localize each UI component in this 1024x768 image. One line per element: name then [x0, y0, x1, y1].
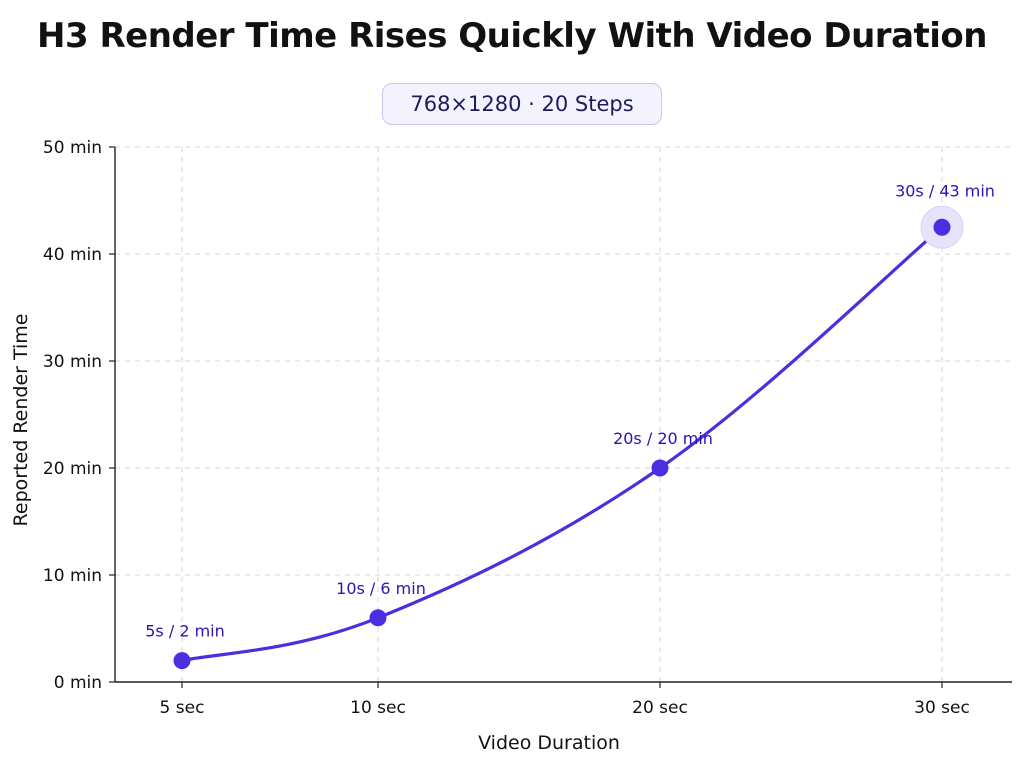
axes: [109, 146, 1012, 688]
y-tick-label: 50 min: [43, 138, 102, 158]
y-tick-label: 0 min: [54, 673, 102, 693]
data-point: [173, 652, 191, 670]
point-labels: 5s / 2 min 10s / 6 min 20s / 20 min 30s / 4…: [145, 181, 995, 640]
y-axis-title: Reported Render Time: [10, 314, 32, 527]
chart-subtitle-badge: 768×1280 · 20 Steps: [382, 83, 662, 125]
y-tick-label: 40 min: [43, 245, 102, 265]
series-line: [180, 225, 944, 663]
y-tick-label: 20 min: [43, 459, 102, 479]
data-point: [369, 609, 387, 627]
series: [173, 205, 964, 670]
x-tick-label: 5 sec: [160, 698, 205, 718]
chart-title: H3 Render Time Rises Quickly With Video …: [37, 16, 987, 56]
data-label: 5s / 2 min: [145, 622, 225, 641]
data-label: 30s / 43 min: [895, 181, 995, 200]
x-tick-label: 10 sec: [350, 698, 406, 718]
x-tick-label: 20 sec: [632, 698, 688, 718]
x-axis-title: Video Duration: [478, 732, 620, 754]
data-label: 20s / 20 min: [613, 429, 713, 448]
data-label: 10s / 6 min: [336, 579, 426, 598]
gridlines: [115, 146, 1012, 682]
tick-labels: 0 min 10 min 20 min 30 min 40 min 50 min 5 sec…: [43, 138, 970, 718]
y-tick-label: 10 min: [43, 566, 102, 586]
y-tick-label: 30 min: [43, 352, 102, 372]
x-tick-label: 30 sec: [914, 698, 970, 718]
data-point: [651, 459, 669, 477]
data-point: [933, 218, 951, 236]
